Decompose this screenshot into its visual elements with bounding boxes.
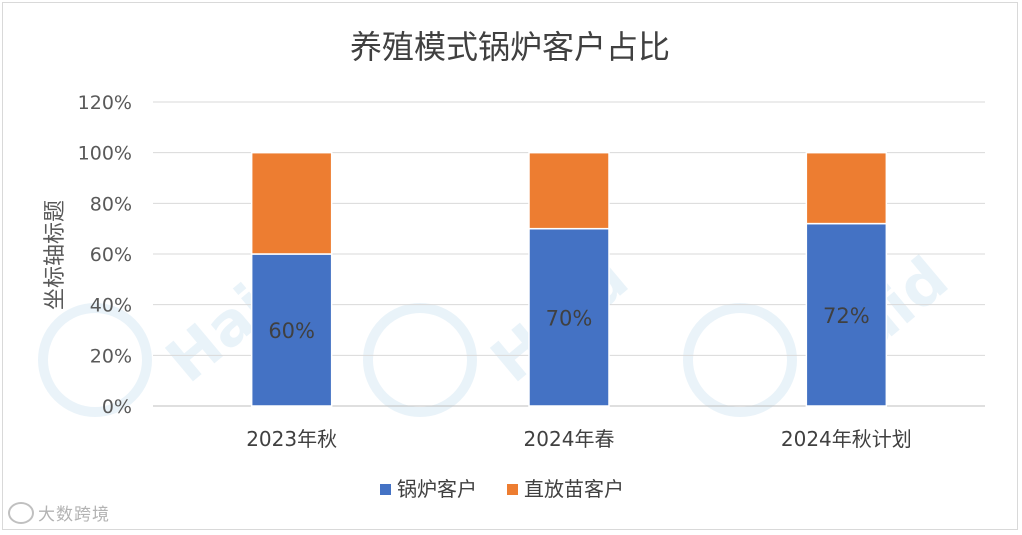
y-axis-title: 坐标轴标题	[43, 200, 68, 310]
y-tick-label: 120%	[78, 92, 132, 114]
y-tick-label: 100%	[78, 143, 132, 165]
legend-swatch	[507, 484, 518, 495]
y-tick-label: 80%	[90, 193, 132, 215]
bar-boiler	[528, 227, 610, 407]
y-tick-label: 40%	[90, 295, 132, 317]
bar-direct	[528, 151, 610, 230]
corner-watermark: 大数跨境	[8, 500, 110, 525]
legend-label: 直放苗客户	[524, 477, 624, 501]
legend-swatch	[380, 484, 391, 495]
bar-boiler	[805, 222, 888, 407]
x-tick-label: 2024年春	[524, 427, 615, 451]
legend: 锅炉客户 直放苗客户	[380, 477, 624, 501]
data-label: 70%	[546, 306, 593, 330]
data-labels: 60% 70% 72%	[268, 304, 869, 343]
watermark-ring-icon	[363, 303, 477, 417]
bars	[250, 151, 888, 407]
watermark-ring-icon	[683, 303, 797, 417]
x-tick-label: 2024年秋计划	[781, 427, 912, 451]
bar-boiler	[250, 253, 333, 407]
y-tick-label: 0%	[102, 396, 132, 418]
data-label: 60%	[268, 319, 315, 343]
bar-direct	[805, 151, 888, 225]
y-tick-label: 20%	[90, 345, 132, 367]
watermark-ring-icon	[38, 303, 152, 417]
bar-direct	[250, 151, 333, 255]
legend-label: 锅炉客户	[397, 477, 477, 501]
x-tick-label: 2023年秋	[246, 427, 337, 451]
y-tick-labels: 0% 20% 40% 60% 80% 100% 120%	[78, 92, 132, 418]
y-tick-label: 60%	[90, 244, 132, 266]
data-label: 72%	[823, 304, 870, 328]
watermark-logo-icon	[8, 501, 34, 524]
corner-watermark-text: 大数跨境	[38, 505, 110, 525]
chart-title: 养殖模式锅炉客户占比	[350, 28, 670, 66]
x-tick-labels: 2023年秋 2024年春 2024年秋计划	[246, 427, 912, 451]
